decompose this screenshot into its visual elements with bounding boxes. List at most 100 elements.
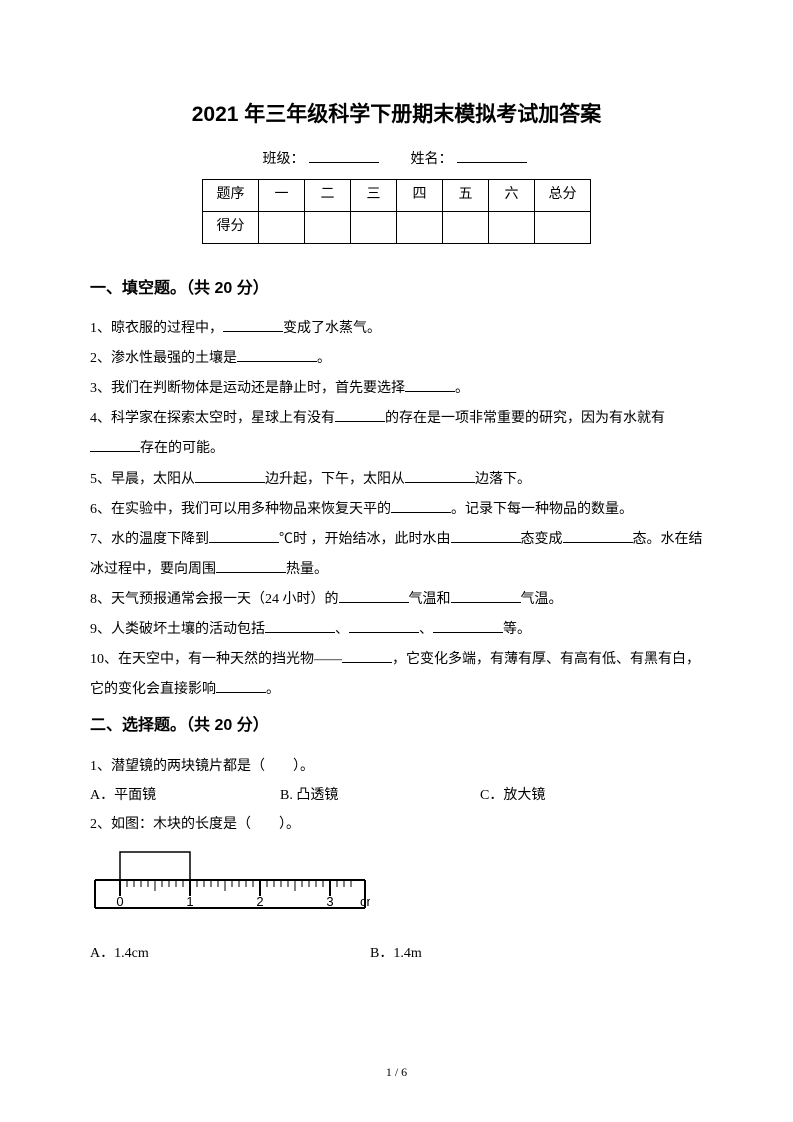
cell bbox=[443, 212, 489, 244]
class-name-row: 班级： 姓名： bbox=[90, 147, 703, 174]
choices-2-1: A．平面镜 B. 凸透镜 C．放大镜 bbox=[90, 782, 703, 810]
cell: 三 bbox=[351, 180, 397, 212]
text: ℃时 ，开始结冰，此时水由 bbox=[279, 532, 451, 547]
choice-a: A．平面镜 bbox=[90, 782, 280, 810]
cell-total: 总分 bbox=[535, 180, 591, 212]
blank bbox=[265, 619, 335, 633]
score-table: 题序 一 二 三 四 五 六 总分 得分 bbox=[202, 179, 591, 243]
svg-text:0: 0 bbox=[116, 894, 123, 909]
ruler-figure: 0 1 2 3 cm bbox=[90, 846, 703, 937]
svg-text:cm: cm bbox=[360, 894, 370, 909]
text: 边落下。 bbox=[475, 472, 531, 487]
blank bbox=[391, 499, 451, 513]
text: 。 bbox=[266, 682, 280, 697]
question-10: 10、在天空中，有一种天然的挡光物——，它变化多端，有薄有厚、有高有低、有黑有白… bbox=[90, 645, 703, 705]
ruler-svg: 0 1 2 3 cm bbox=[90, 846, 370, 926]
cell: 四 bbox=[397, 180, 443, 212]
question-9: 9、人类破坏土壤的活动包括 、 、 等。 bbox=[90, 615, 703, 645]
question-4: 4、科学家在探索太空时，星球上有没有 的存在是一项非常重要的研究，因为有水就有存在… bbox=[90, 404, 703, 464]
text: 1、晾衣服的过程中， bbox=[90, 321, 223, 336]
svg-text:3: 3 bbox=[326, 894, 333, 909]
cell-label: 题序 bbox=[203, 180, 259, 212]
blank bbox=[349, 619, 419, 633]
cell: 五 bbox=[443, 180, 489, 212]
choice-a: A．1.4cm bbox=[90, 940, 370, 968]
cell: 一 bbox=[259, 180, 305, 212]
text: 边升起，下午，太阳从 bbox=[265, 472, 405, 487]
blank bbox=[405, 469, 475, 483]
name-label: 姓名： bbox=[411, 152, 453, 167]
text: 。记录下每一种物品的数量。 bbox=[451, 502, 633, 517]
question-5: 5、早晨，太阳从 边升起，下午，太阳从 边落下。 bbox=[90, 465, 703, 495]
text: 。 bbox=[317, 351, 331, 366]
cell bbox=[351, 212, 397, 244]
blank bbox=[90, 438, 140, 452]
blank bbox=[339, 589, 409, 603]
blank bbox=[216, 559, 286, 573]
section1-heading: 一、填空题。（共 20 分） bbox=[90, 274, 703, 304]
text: 7、水的温度下降到 bbox=[90, 532, 209, 547]
text: 气温。 bbox=[521, 592, 563, 607]
blank bbox=[335, 408, 385, 422]
text: 变成了水蒸气。 bbox=[283, 321, 381, 336]
cell-label: 得分 bbox=[203, 212, 259, 244]
question-2-2: 2、如图：木块的长度是（ ）。 bbox=[90, 810, 703, 840]
question-2-1: 1、潜望镜的两块镜片都是（ ）。 bbox=[90, 752, 703, 782]
text: 3、我们在判断物体是运动还是静止时，首先要选择 bbox=[90, 381, 405, 396]
question-2: 2、渗水性最强的土壤是 。 bbox=[90, 344, 703, 374]
blank bbox=[216, 679, 266, 693]
section2-heading: 二、选择题。（共 20 分） bbox=[90, 711, 703, 741]
name-blank bbox=[457, 147, 527, 163]
table-row: 题序 一 二 三 四 五 六 总分 bbox=[203, 180, 591, 212]
page-number: 1 / 6 bbox=[0, 1061, 793, 1084]
cell bbox=[397, 212, 443, 244]
text: 、 bbox=[419, 622, 433, 637]
text: 存在的可能。 bbox=[140, 441, 224, 456]
blank bbox=[451, 589, 521, 603]
cell bbox=[305, 212, 351, 244]
blank bbox=[342, 649, 392, 663]
choice-c: C．放大镜 bbox=[480, 782, 545, 810]
blank bbox=[209, 529, 279, 543]
question-8: 8、天气预报通常会报一天（24 小时）的 气温和 气温。 bbox=[90, 585, 703, 615]
class-label: 班级： bbox=[263, 152, 305, 167]
choice-b: B. 凸透镜 bbox=[280, 782, 480, 810]
blank bbox=[237, 348, 317, 362]
svg-text:2: 2 bbox=[256, 894, 263, 909]
text: 、 bbox=[335, 622, 349, 637]
text: 8、天气预报通常会报一天（24 小时）的 bbox=[90, 592, 339, 607]
text: 5、早晨，太阳从 bbox=[90, 472, 195, 487]
cell: 二 bbox=[305, 180, 351, 212]
text: 9、人类破坏土壤的活动包括 bbox=[90, 622, 265, 637]
choice-b: B．1.4m bbox=[370, 940, 422, 968]
question-7: 7、水的温度下降到℃时 ，开始结冰，此时水由态变成态。水在结冰过程中，要向周围热… bbox=[90, 525, 703, 585]
blank bbox=[405, 378, 455, 392]
text: 气温和 bbox=[409, 592, 451, 607]
text: 热量。 bbox=[286, 562, 328, 577]
blank bbox=[563, 529, 633, 543]
blank bbox=[195, 469, 265, 483]
text: 。 bbox=[455, 381, 469, 396]
document-title: 2021 年三年级科学下册期末模拟考试加答案 bbox=[90, 95, 703, 135]
svg-text:1: 1 bbox=[186, 894, 193, 909]
question-3: 3、我们在判断物体是运动还是静止时，首先要选择 。 bbox=[90, 374, 703, 404]
cell-total bbox=[535, 212, 591, 244]
blank bbox=[433, 619, 503, 633]
text: 等。 bbox=[503, 622, 531, 637]
cell bbox=[489, 212, 535, 244]
question-6: 6、在实验中，我们可以用多种物品来恢复天平的 。记录下每一种物品的数量。 bbox=[90, 495, 703, 525]
choices-2-2: A．1.4cm B．1.4m bbox=[90, 940, 703, 968]
cell: 六 bbox=[489, 180, 535, 212]
blank bbox=[451, 529, 521, 543]
question-1: 1、晾衣服的过程中， 变成了水蒸气。 bbox=[90, 314, 703, 344]
cell bbox=[259, 212, 305, 244]
text: 6、在实验中，我们可以用多种物品来恢复天平的 bbox=[90, 502, 391, 517]
class-blank bbox=[309, 147, 379, 163]
table-row: 得分 bbox=[203, 212, 591, 244]
text: 4、科学家在探索太空时，星球上有没有 bbox=[90, 411, 335, 426]
text: 态变成 bbox=[521, 532, 563, 547]
text: 的存在是一项非常重要的研究，因为有水就有 bbox=[385, 411, 665, 426]
blank bbox=[223, 318, 283, 332]
text: 2、渗水性最强的土壤是 bbox=[90, 351, 237, 366]
text: 10、在天空中，有一种天然的挡光物—— bbox=[90, 652, 342, 667]
